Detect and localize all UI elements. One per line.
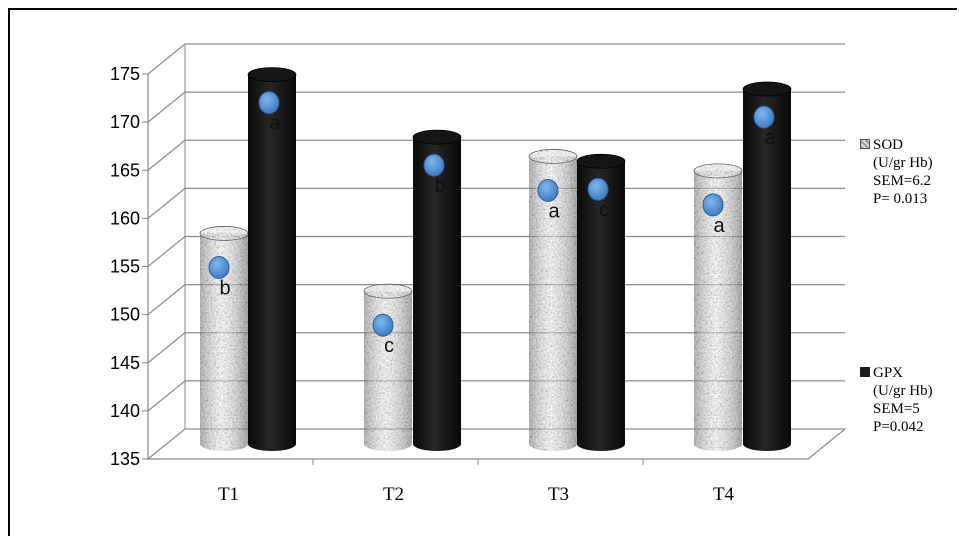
legend-swatch <box>860 139 870 149</box>
marker-dot <box>423 153 445 177</box>
y-tick-label: 140 <box>110 401 140 421</box>
x-axis: T1 T2 T3 T4 <box>218 459 735 505</box>
marker-dot <box>537 178 559 202</box>
marker-dot <box>587 177 609 201</box>
y-tick-label: 150 <box>110 305 140 325</box>
y-tick-label: 135 <box>110 449 140 469</box>
marker-dot <box>753 105 775 129</box>
significance-letter: a <box>548 200 560 222</box>
significance-letter: c <box>384 335 394 357</box>
legend-line: P=0.042 <box>873 419 924 435</box>
significance-letter: a <box>764 127 776 149</box>
marker-dot <box>208 255 230 279</box>
significance-letter: b <box>434 175 445 197</box>
x-tick-label: T3 <box>548 484 569 505</box>
legend-line: GPX <box>860 364 933 382</box>
x-tick-label: T4 <box>713 484 735 505</box>
bar-sod-t2 <box>363 283 413 451</box>
y-tick-label: 160 <box>110 208 140 228</box>
y-tick-label: 175 <box>110 64 140 84</box>
gridline <box>147 91 845 123</box>
y-tick-label: 155 <box>110 257 140 277</box>
x-tick-label: T1 <box>218 484 239 505</box>
significance-letter: a <box>713 215 725 237</box>
bar-sod-t1 <box>199 226 249 451</box>
legend-line: SEM=5 <box>873 401 920 417</box>
bar-sod-t3 <box>528 149 578 451</box>
chart-frame <box>8 8 957 536</box>
bar-gpx-t3 <box>576 153 626 451</box>
bar-gpx-t4 <box>742 81 792 451</box>
bars: b a c b a c a a <box>199 67 792 451</box>
bar-gpx-t2 <box>412 129 462 451</box>
marker-dot <box>258 91 280 115</box>
marker-dot <box>702 193 724 217</box>
bar-gpx-t1 <box>247 67 297 451</box>
bar-sod-t4 <box>693 163 743 451</box>
significance-letter: c <box>599 199 609 221</box>
legend-swatch <box>860 367 870 377</box>
legend-line: SOD <box>860 136 933 154</box>
marker-dot <box>372 313 394 337</box>
gridline <box>147 139 845 171</box>
y-tick-label: 170 <box>110 112 140 132</box>
significance-letter: b <box>219 277 230 299</box>
legend-line: (U/gr Hb) <box>873 155 933 171</box>
legend-entry-gpx: GPX (U/gr Hb) SEM=5 P=0.042 <box>860 364 933 436</box>
legend-entry-sod: SOD (U/gr Hb) SEM=6.2 P= 0.013 <box>860 136 933 208</box>
y-tick-label: 145 <box>110 353 140 373</box>
legend-line: (U/gr Hb) <box>873 383 933 399</box>
y-axis: 135 140 145 150 155 160 165 170 175 <box>110 64 149 469</box>
y-tick-label: 165 <box>110 160 140 180</box>
legend-line: P= 0.013 <box>873 191 928 207</box>
significance-letter: a <box>269 113 281 135</box>
gridline <box>147 43 845 75</box>
x-tick-label: T2 <box>383 484 404 505</box>
legend-line: SEM=6.2 <box>873 173 932 189</box>
floor-gridline <box>147 428 847 460</box>
